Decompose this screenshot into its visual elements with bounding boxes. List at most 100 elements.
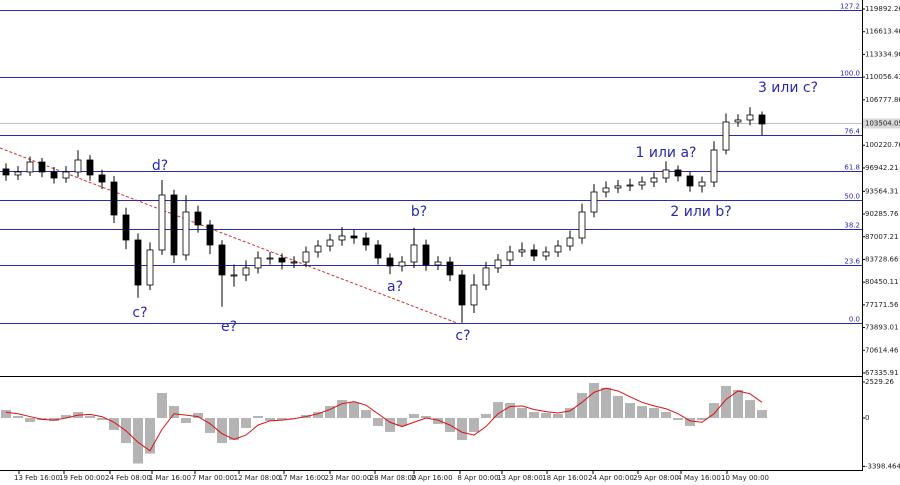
- candle-body: [482, 267, 490, 286]
- histogram-bar: [193, 413, 203, 418]
- x-tick-label: 2 Apr 16:00: [411, 474, 452, 482]
- candle-body: [470, 284, 478, 306]
- histogram-bar: [385, 417, 395, 432]
- y-tick-label: 0: [865, 414, 869, 422]
- x-tick-label: 13 Feb 16:00: [14, 474, 60, 482]
- candle-body: [2, 168, 10, 176]
- y-tick-label: 116613.46: [865, 28, 900, 36]
- x-tick-label: 24 Apr 00:00: [588, 474, 634, 482]
- wave-annotation: 3 или c?: [758, 80, 818, 96]
- y-tick-label: 110056.41: [865, 73, 900, 81]
- x-tick-label: 12 Mar 08:00: [234, 474, 281, 482]
- candle-body: [458, 274, 466, 306]
- histogram-bar: [577, 392, 587, 418]
- histogram-bar: [205, 417, 215, 433]
- histogram-bar: [313, 412, 323, 418]
- candle-body: [386, 257, 394, 267]
- candle-body: [758, 114, 766, 125]
- wave-annotation: e?: [221, 319, 237, 335]
- y-tick-label: 87007.21: [865, 233, 898, 241]
- candle-body: [446, 261, 454, 276]
- y-tick-label: 80450.11: [865, 278, 898, 286]
- histogram-bar: [145, 417, 155, 454]
- histogram-bar: [457, 417, 467, 441]
- histogram-bar: [241, 417, 251, 428]
- candle-body: [614, 185, 622, 189]
- candle-body: [278, 257, 286, 263]
- candle-body: [578, 211, 586, 239]
- histogram-bar: [157, 392, 167, 418]
- wave-annotation: c?: [132, 305, 147, 321]
- candle-body: [62, 171, 70, 179]
- level-label: 50.0: [844, 193, 860, 201]
- y-tick-label: 96942.21: [865, 164, 898, 172]
- candle-body: [254, 257, 262, 269]
- histogram-bar: [637, 406, 647, 418]
- wave-annotation: 2 или b?: [670, 204, 731, 220]
- histogram-bar: [709, 403, 719, 418]
- axes: 119892.26 116613.46 113334.96 110056.41 1067…: [14, 5, 900, 482]
- candle-body: [242, 267, 250, 276]
- candle-body: [326, 239, 334, 247]
- histogram-bar: [505, 403, 515, 418]
- candle-body: [338, 235, 346, 241]
- y-tick-label: -3398.464: [865, 462, 900, 470]
- candle-body: [350, 235, 358, 239]
- x-tick-label: 17 Mar 16:00: [279, 474, 326, 482]
- histogram-bar: [553, 414, 563, 418]
- candle-body: [434, 261, 442, 266]
- level-label: 0.0: [849, 316, 860, 324]
- candle-body: [146, 249, 154, 286]
- candle-body: [422, 244, 430, 266]
- x-tick-label: 23 Mar 00:00: [325, 474, 372, 482]
- candle-body: [542, 251, 550, 257]
- candle-body: [398, 261, 406, 267]
- candle-body: [686, 175, 694, 187]
- histogram-bar: [421, 416, 431, 418]
- histogram-bar: [733, 389, 743, 418]
- histogram-bar: [25, 417, 35, 422]
- x-tick-label: 13 Apr 08:00: [497, 474, 543, 482]
- y-tick-label: 113334.96: [865, 50, 900, 58]
- histogram-bar: [589, 382, 599, 418]
- histogram-bar: [1, 410, 11, 418]
- x-tick-label: 8 Apr 00:00: [457, 474, 498, 482]
- signal-line: [5, 387, 763, 452]
- candle-body: [590, 191, 598, 213]
- y-tick-label: 83728.66: [865, 255, 899, 263]
- histogram-bar: [373, 417, 383, 426]
- histogram-bar: [169, 406, 179, 418]
- histogram-bar: [349, 402, 359, 418]
- histogram-bar: [253, 416, 263, 418]
- candle-body: [50, 171, 58, 179]
- x-tick-label: 7 Mar 00:00: [192, 474, 234, 482]
- x-tick-label: 1 Mar 16:00: [149, 474, 191, 482]
- histogram-bar: [541, 413, 551, 418]
- level-label: 76.4: [844, 128, 860, 136]
- histogram-bar: [613, 395, 623, 418]
- histogram-bar: [529, 412, 539, 418]
- histogram-bar: [685, 417, 695, 426]
- y-tick-label: 67335.91: [865, 369, 898, 377]
- candle-body: [566, 237, 574, 247]
- histogram-bar: [601, 387, 611, 418]
- candle-body: [218, 244, 226, 276]
- histogram-bar: [85, 416, 95, 418]
- histogram-bar: [325, 406, 335, 418]
- histogram-bar: [265, 417, 275, 421]
- wave-annotation: 1 или a?: [636, 145, 697, 161]
- level-label: 61.8: [844, 164, 860, 172]
- x-tick-label: 19 Feb 00:00: [59, 474, 105, 482]
- candle-body: [506, 251, 514, 261]
- candle-body: [182, 211, 190, 256]
- wave-annotation: c?: [455, 328, 470, 344]
- candle-body: [14, 171, 22, 176]
- histogram-bar: [517, 408, 527, 418]
- histogram-bar: [409, 414, 419, 418]
- histogram-bar: [217, 417, 227, 444]
- histogram-bar: [661, 412, 671, 418]
- histogram-bar: [697, 417, 707, 420]
- current-price: 103504.05: [0, 118, 900, 129]
- histogram-bar: [397, 417, 407, 426]
